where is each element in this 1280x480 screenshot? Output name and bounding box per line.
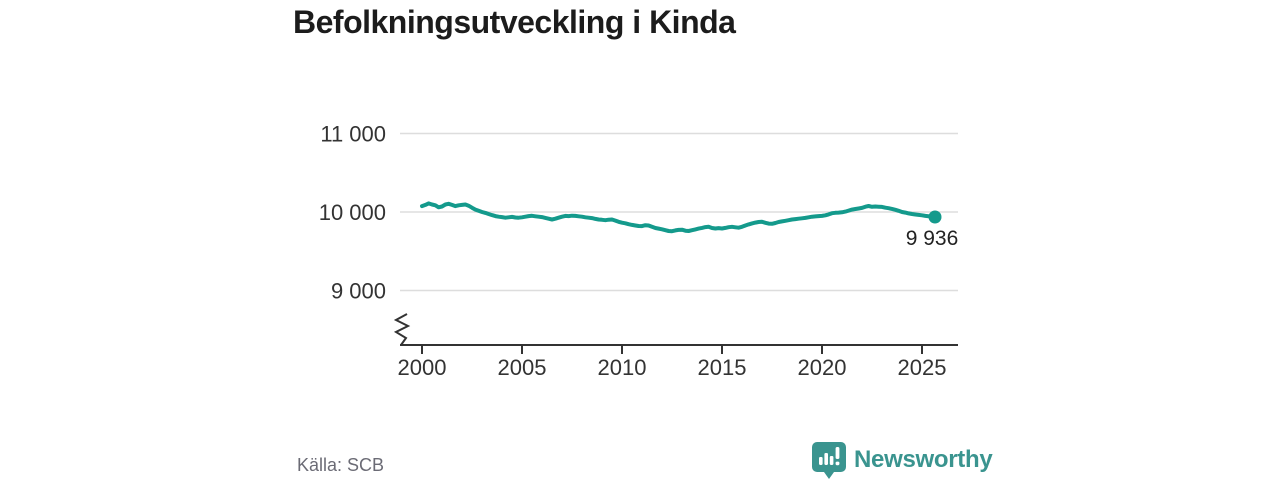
x-tick-label: 2000 bbox=[398, 355, 447, 380]
newsworthy-brand[interactable]: Newsworthy bbox=[811, 441, 993, 479]
newsworthy-logo-icon bbox=[812, 442, 846, 479]
speech-bubble-shape bbox=[812, 442, 846, 479]
x-axis-labels: 2000 2005 2010 2015 2020 2025 bbox=[398, 355, 947, 380]
x-tick-label: 2015 bbox=[698, 355, 747, 380]
y-axis-labels: 9 000 10 000 11 000 bbox=[319, 122, 386, 304]
x-tick-label: 2020 bbox=[798, 355, 847, 380]
source-note: Källa: SCB bbox=[297, 455, 385, 475]
y-tick-label: 11 000 bbox=[320, 122, 386, 147]
bar-chart-glyph bbox=[819, 447, 840, 466]
x-tick-label: 2005 bbox=[498, 355, 547, 380]
x-axis-ticks bbox=[421, 345, 923, 354]
x-tick-label: 2010 bbox=[598, 355, 647, 380]
population-line bbox=[420, 201, 937, 234]
chart-title: Befolkningsutveckling i Kinda bbox=[293, 4, 736, 40]
y-tick-label: 9 000 bbox=[331, 279, 386, 304]
y-axis-break-icon bbox=[393, 313, 411, 346]
x-tick-label: 2025 bbox=[898, 355, 947, 380]
series-endpoint: 9 936 bbox=[906, 210, 959, 250]
series-population bbox=[420, 201, 937, 234]
newsworthy-logo-text: Newsworthy bbox=[854, 446, 993, 473]
gridlines bbox=[400, 132, 958, 292]
y-tick-label: 10 000 bbox=[319, 200, 386, 225]
last-value-label: 9 936 bbox=[906, 227, 959, 250]
last-point-dot bbox=[928, 210, 942, 224]
